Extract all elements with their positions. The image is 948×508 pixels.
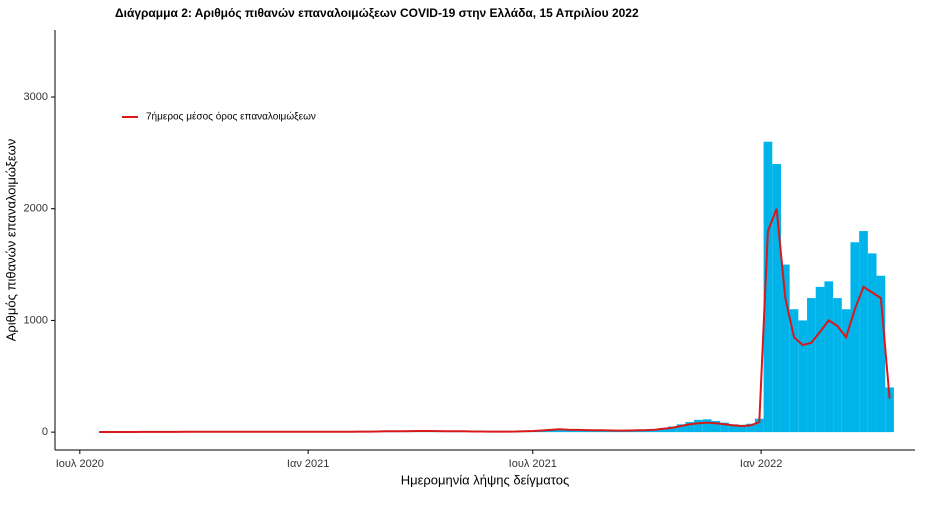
- bar: [728, 424, 738, 433]
- bar: [754, 418, 764, 433]
- bar: [885, 387, 894, 433]
- bar: [850, 242, 860, 433]
- bar: [694, 419, 703, 433]
- bar: [789, 309, 799, 433]
- bar: [763, 141, 773, 433]
- bar: [746, 423, 755, 433]
- bar: [555, 428, 564, 433]
- y-tick-label: 0: [42, 426, 48, 438]
- y-axis-label: Αριθμός πιθανών επαναλοιμώξεων: [3, 139, 18, 342]
- average-line: [99, 208, 891, 433]
- x-tick-label: Ιουλ 2020: [56, 458, 104, 470]
- y-tick-label: 2000: [24, 203, 48, 215]
- y-tick-label: 3000: [24, 91, 48, 103]
- bar: [833, 298, 842, 433]
- bar: [659, 427, 669, 433]
- bar: [780, 264, 790, 433]
- bar: [676, 424, 686, 433]
- chart-title: Διάγραμμα 2: Αριθμός πιθανών επαναλοιμώξ…: [115, 6, 639, 20]
- bar: [737, 424, 747, 433]
- y-tick-label: 1000: [24, 314, 48, 326]
- bar: [807, 298, 816, 433]
- bar: [711, 420, 721, 433]
- bar: [859, 231, 868, 433]
- bar: [867, 253, 877, 433]
- bar: [668, 426, 677, 433]
- x-tick-label: Ιουλ 2021: [509, 458, 557, 470]
- bar: [841, 309, 851, 433]
- bar: [798, 320, 808, 433]
- bar: [702, 419, 712, 433]
- bar: [815, 286, 825, 433]
- x-tick-label: Ιαν 2022: [740, 458, 782, 470]
- bar: [876, 275, 886, 433]
- bar: [685, 422, 695, 433]
- legend-label: 7ήμερος μέσος όρος επαναλοιμώξεων: [146, 111, 316, 123]
- x-axis-label: Ημερομηνία λήψης δείγματος: [401, 472, 570, 487]
- bar: [824, 281, 834, 433]
- bar: [720, 422, 729, 433]
- bar: [772, 164, 781, 433]
- x-tick-label: Ιαν 2021: [287, 458, 329, 470]
